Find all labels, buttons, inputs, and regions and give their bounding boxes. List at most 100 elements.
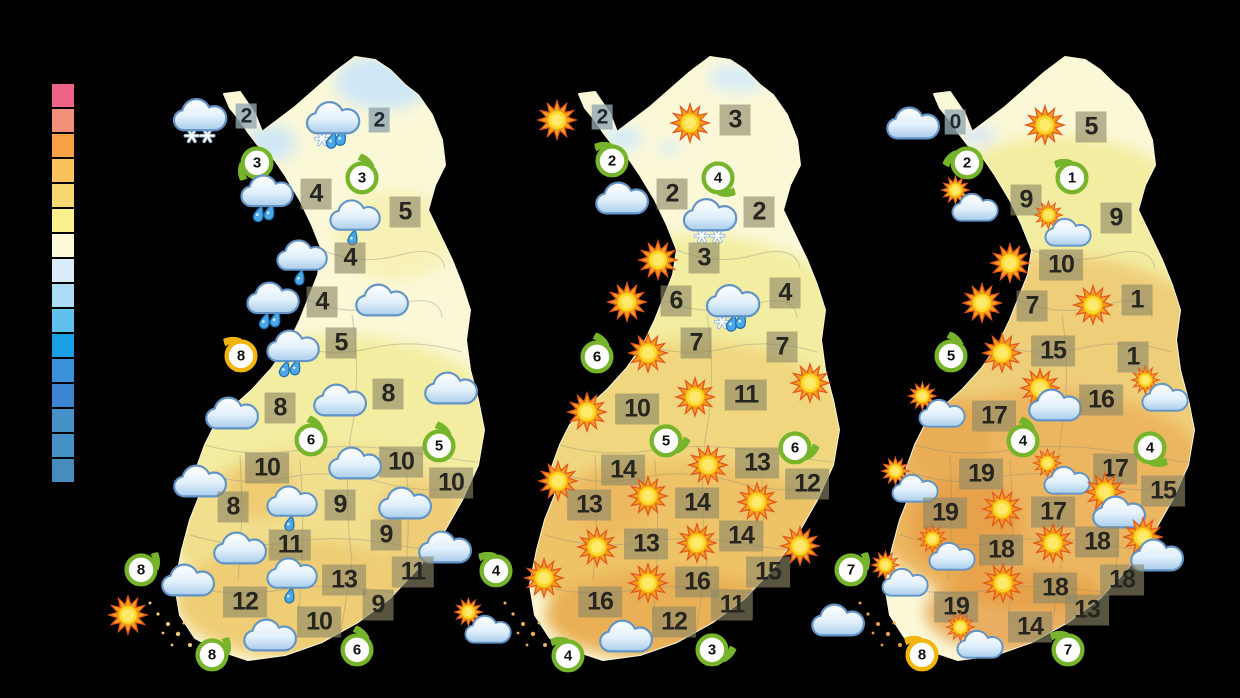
temperature-label: 18 <box>1033 572 1077 604</box>
wind-indicator: 3 <box>339 152 385 198</box>
cloud-icon <box>354 281 410 319</box>
sleet-cloud-icon <box>304 99 362 152</box>
temperature-label: 17 <box>972 400 1016 432</box>
legend-swatch <box>52 159 74 182</box>
temperature-label: 3 <box>688 242 720 274</box>
wind-indicator: 1 <box>1049 152 1095 198</box>
cloud-icon <box>885 104 941 142</box>
temperature-label: 14 <box>601 454 645 486</box>
legend-swatch <box>52 459 74 482</box>
sun-icon <box>1071 283 1115 327</box>
temperature-label: 11 <box>391 556 435 588</box>
temperature-label: 18 <box>1100 564 1144 596</box>
sun-icon <box>1023 103 1067 147</box>
sun-icon <box>960 281 1004 325</box>
temperature-label: 11 <box>724 379 768 411</box>
temperature-label: 15 <box>1141 475 1185 507</box>
temperature-label: 2 <box>743 196 775 228</box>
sun-cloud-icon <box>1032 199 1094 251</box>
temperature-label: 19 <box>959 458 1003 490</box>
rain-cloud-icon <box>265 327 321 379</box>
snow-cloud-icon <box>172 96 229 149</box>
temperature-label: 12 <box>785 468 829 500</box>
wind-indicator: 5 <box>928 330 974 376</box>
temperature-label: 8 <box>217 491 249 523</box>
rain-cloud-icon <box>245 279 301 331</box>
sun-icon <box>668 101 712 145</box>
cloud-icon <box>810 601 866 639</box>
temperature-label: 2 <box>656 178 688 210</box>
temperature-label: 18 <box>1075 526 1119 558</box>
drizzle-cloud-icon <box>327 197 383 247</box>
temperature-label: 9 <box>370 519 402 551</box>
legend-swatch <box>52 334 74 357</box>
sun-icon <box>981 561 1025 605</box>
temperature-label: 5 <box>325 327 357 359</box>
cloud-icon <box>327 444 383 482</box>
cloud-icon <box>212 529 268 567</box>
sun-icon <box>522 556 566 600</box>
wind-indicator: 8 <box>189 629 235 675</box>
temperature-label: 11 <box>710 589 754 621</box>
temperature-label: 7 <box>766 331 798 363</box>
snow-cloud-icon <box>682 196 739 249</box>
legend-swatch <box>52 409 74 432</box>
cloud-icon <box>204 394 260 432</box>
temperature-label: 15 <box>746 556 790 588</box>
sun-icon <box>980 487 1024 531</box>
sun-icon <box>626 331 670 375</box>
temperature-label: 4 <box>334 242 366 274</box>
wind-indicator: 3 <box>689 624 737 670</box>
sun-icon <box>788 361 832 405</box>
sun-icon <box>535 98 579 142</box>
sun-icon <box>673 375 717 419</box>
drizzle-cloud-icon <box>264 483 320 533</box>
temperature-label: 9 <box>1010 184 1042 216</box>
temperature-label: 10 <box>245 452 289 484</box>
legend-swatch <box>52 84 74 107</box>
sleet-cloud-icon <box>704 282 762 335</box>
legend-swatch <box>52 284 74 307</box>
legend-swatch <box>52 309 74 332</box>
wind-indicator: 6 <box>772 422 820 468</box>
temperature-label: 4 <box>306 286 338 318</box>
sun-icon <box>106 593 150 637</box>
sun-cloud-icon <box>906 380 968 432</box>
temperature-label: 5 <box>389 196 421 228</box>
legend-swatch <box>52 109 74 132</box>
temperature-color-legend <box>52 84 74 482</box>
temperature-label: 12 <box>223 586 267 618</box>
temperature-label: 18 <box>979 534 1023 566</box>
wind-indicator: 4 <box>695 152 741 198</box>
temperature-label: 7 <box>1016 290 1048 322</box>
legend-swatch <box>52 434 74 457</box>
temperature-label: 5 <box>1075 111 1107 143</box>
wind-indicator: 2 <box>942 137 990 183</box>
cloud-icon <box>377 484 433 522</box>
wind-indicator: 6 <box>288 414 334 460</box>
wind-indicator: 6 <box>574 331 620 377</box>
temperature-label: 13 <box>1065 594 1109 626</box>
temperature-label: 19 <box>923 497 967 529</box>
cloud-icon <box>423 369 479 407</box>
sun-icon <box>626 561 670 605</box>
temperature-label: 4 <box>300 178 332 210</box>
sun-icon <box>575 525 619 569</box>
temperature-label: 13 <box>322 564 366 596</box>
temperature-label: 7 <box>680 327 712 359</box>
temperature-label: 10 <box>429 467 473 499</box>
temperature-label: 9 <box>324 489 356 521</box>
temperature-label: 2 <box>591 104 613 130</box>
temperature-label: 10 <box>1039 249 1083 281</box>
sun-cloud-icon <box>1129 364 1191 416</box>
temperature-label: 8 <box>372 378 404 410</box>
sun-icon <box>565 390 609 434</box>
legend-swatch <box>52 359 74 382</box>
wind-indicator: 2 <box>589 135 635 181</box>
temperature-label: 14 <box>1008 611 1052 643</box>
cloud-icon <box>598 617 654 655</box>
legend-swatch <box>52 184 74 207</box>
temperature-label: 10 <box>379 446 423 478</box>
